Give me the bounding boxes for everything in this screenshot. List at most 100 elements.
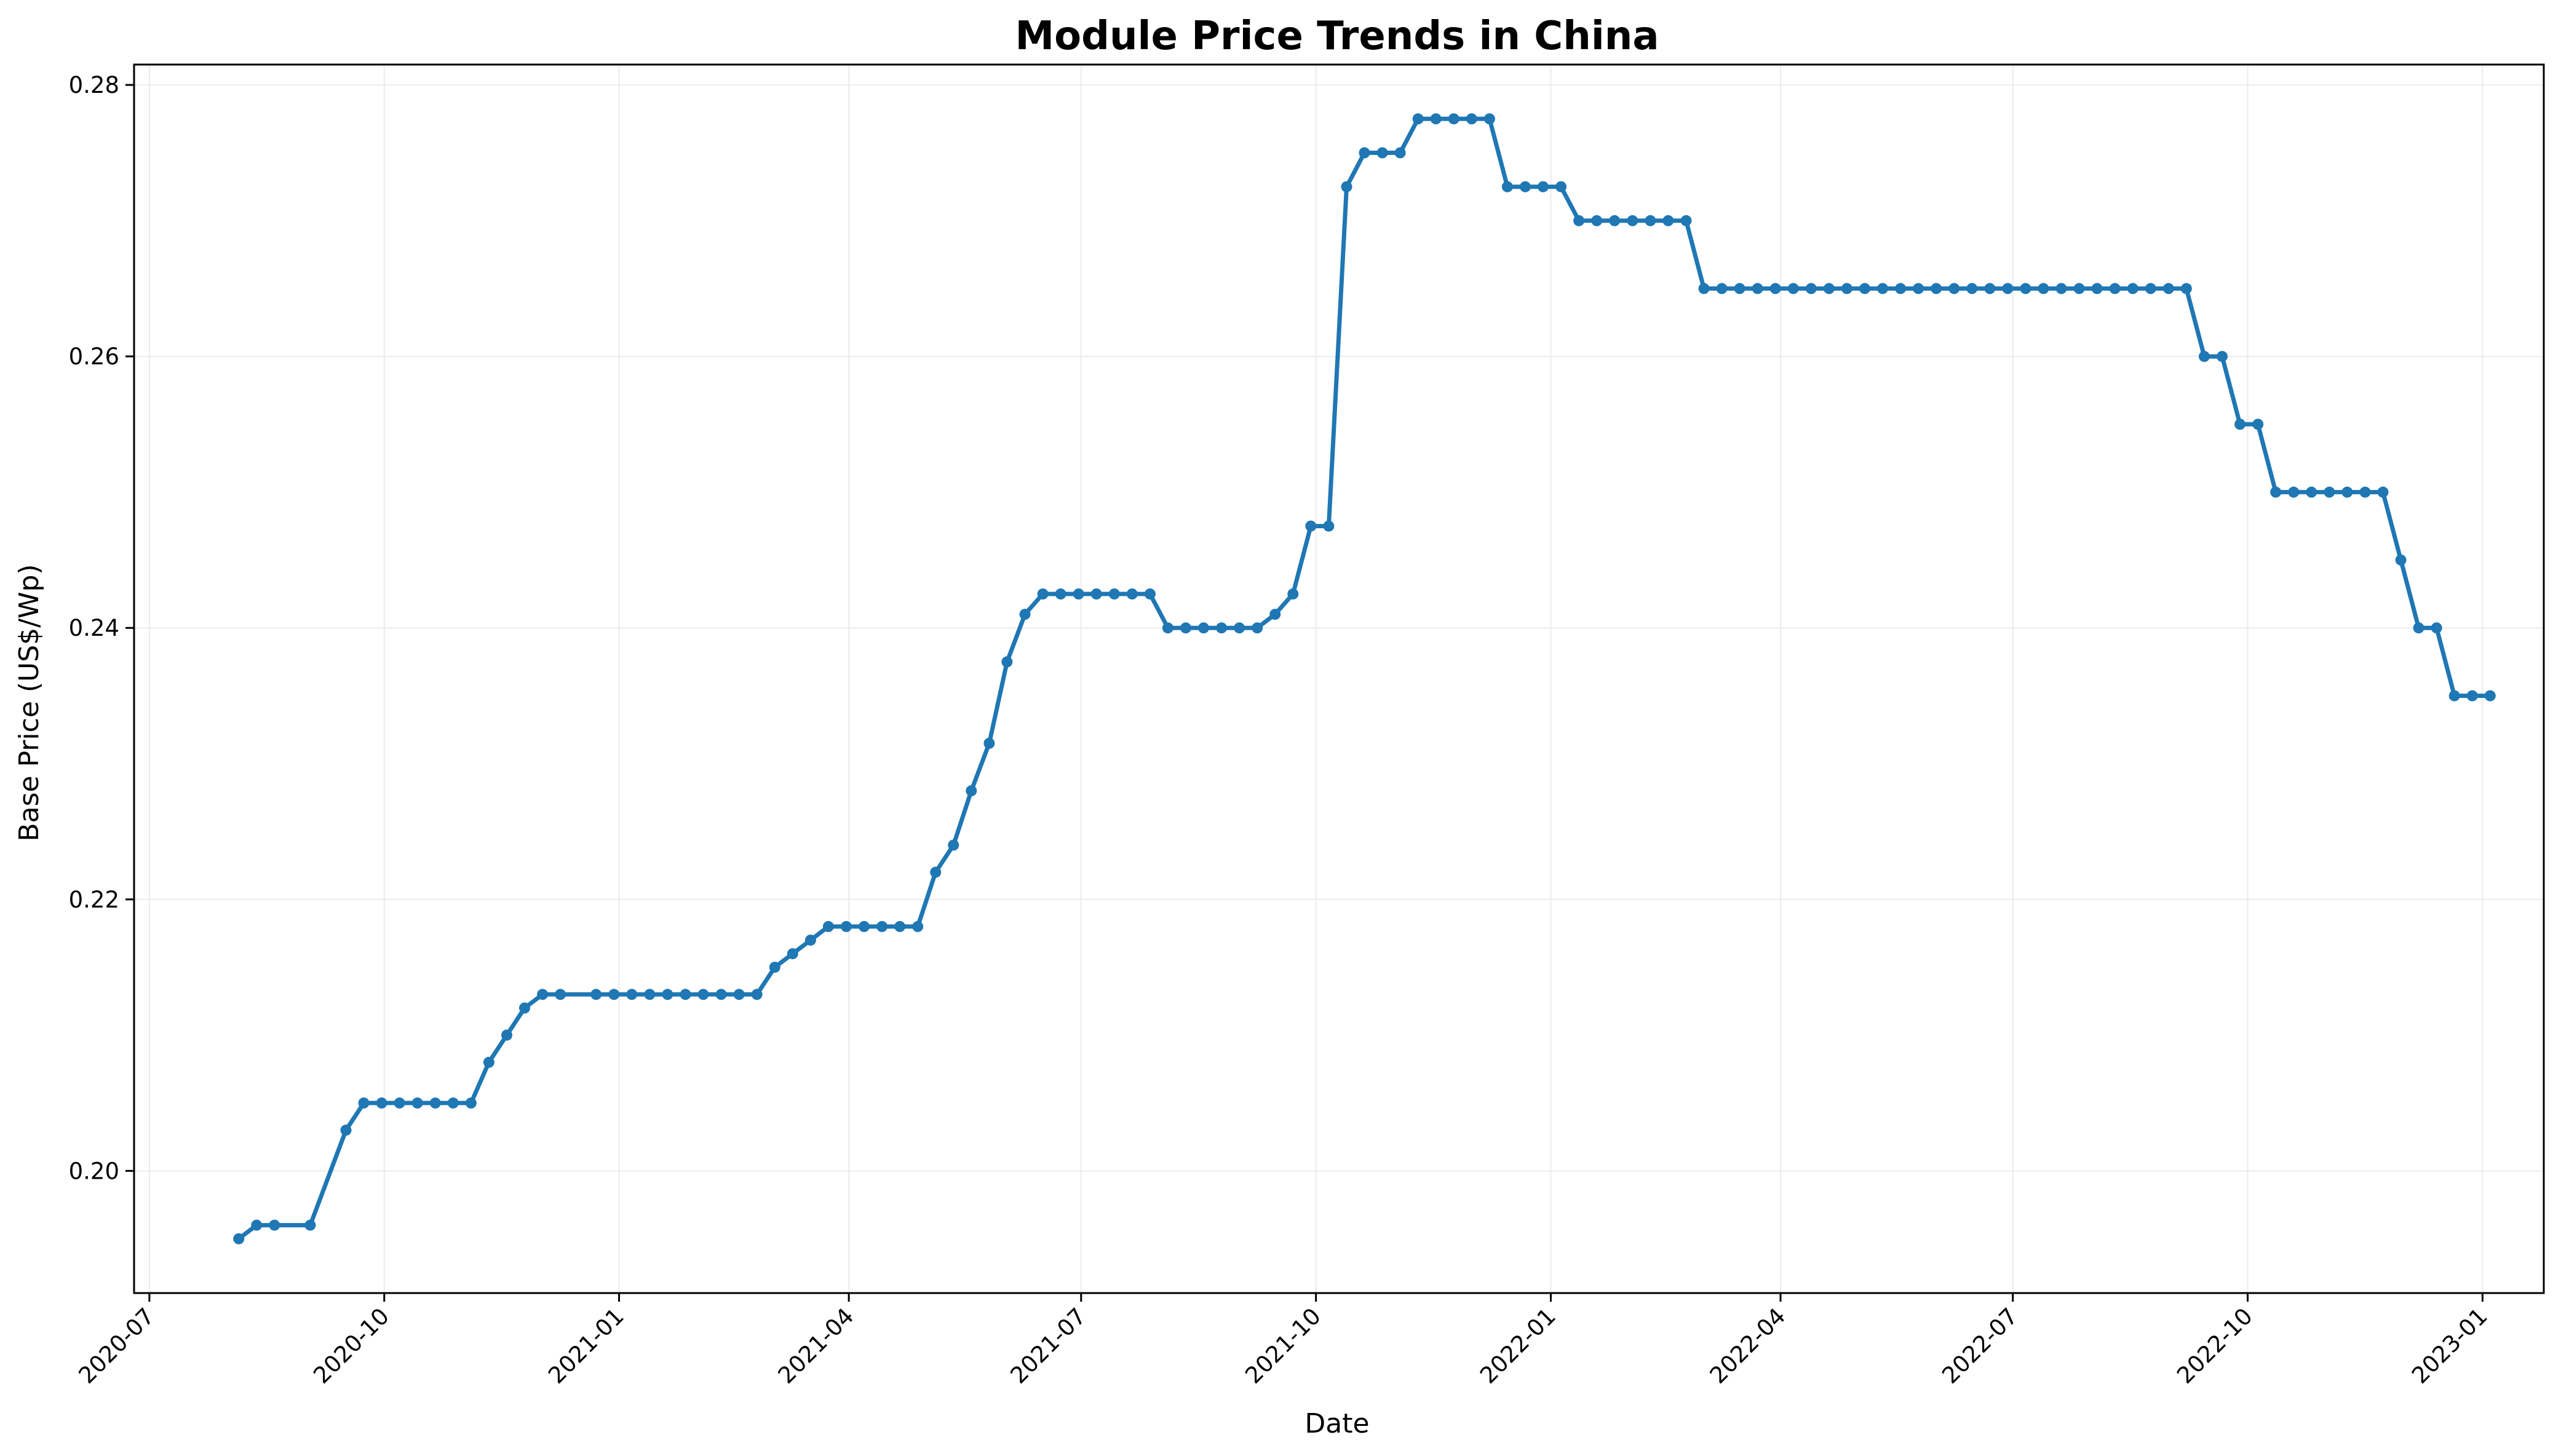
data-point (608, 989, 620, 1000)
data-point (2306, 486, 2317, 498)
data-point (1538, 181, 1549, 192)
data-point (1323, 520, 1335, 532)
y-tick-label: 0.20 (69, 1158, 119, 1184)
data-point (340, 1125, 352, 1136)
data-point (358, 1097, 370, 1109)
data-point (2217, 350, 2228, 362)
data-point (2109, 283, 2121, 295)
data-point (537, 989, 549, 1000)
data-point (2038, 283, 2049, 295)
data-point (948, 839, 959, 851)
data-point (376, 1097, 387, 1109)
data-point (2448, 690, 2460, 702)
data-point (2466, 690, 2478, 702)
data-point (733, 989, 745, 1000)
data-point (465, 1097, 477, 1109)
data-point (1662, 215, 1674, 226)
data-point (876, 920, 888, 932)
data-point (751, 989, 763, 1000)
data-point (2359, 486, 2371, 498)
data-point (1501, 181, 1513, 192)
x-axis-label: Date (1304, 1408, 1369, 1439)
data-point (1252, 622, 1263, 634)
data-point (1162, 622, 1173, 634)
data-point (590, 989, 602, 1000)
data-point (1680, 215, 1692, 226)
data-point (1090, 588, 1102, 599)
data-point (680, 989, 691, 1000)
data-point (662, 989, 673, 1000)
data-point (626, 989, 638, 1000)
data-point (859, 920, 870, 932)
data-point (2234, 419, 2246, 430)
data-point (1966, 283, 1978, 295)
data-point (1234, 622, 1245, 634)
data-point (1359, 147, 1370, 159)
data-point (251, 1219, 263, 1231)
data-point (1769, 283, 1781, 295)
data-point (2127, 283, 2138, 295)
y-axis-label: Base Price (US$/Wp) (14, 564, 45, 841)
data-point (1984, 283, 1996, 295)
series-line (236, 116, 2493, 1241)
data-point (1895, 283, 1907, 295)
data-point (1180, 622, 1191, 634)
data-point (2484, 690, 2496, 702)
data-point (1555, 181, 1567, 192)
data-point (1841, 283, 1852, 295)
data-point (822, 920, 834, 932)
data-point (1108, 588, 1120, 599)
data-point (1144, 588, 1156, 599)
data-point (930, 866, 942, 878)
plot-frame (133, 63, 2545, 1294)
data-point (1948, 283, 1960, 295)
data-point (1483, 113, 1495, 125)
data-point (769, 962, 780, 973)
data-point (804, 935, 816, 946)
data-point (1430, 113, 1442, 125)
data-point (1448, 113, 1459, 125)
data-point (447, 1097, 459, 1109)
data-point (555, 989, 566, 1000)
data-point (501, 1029, 512, 1041)
data-point (1931, 283, 1942, 295)
data-point (2324, 486, 2335, 498)
data-point (1752, 283, 1763, 295)
data-point (2002, 283, 2014, 295)
data-point (1823, 283, 1835, 295)
data-point (1126, 588, 1138, 599)
data-point (715, 989, 727, 1000)
data-point (1394, 147, 1406, 159)
data-point (2270, 486, 2282, 498)
data-point (2252, 419, 2264, 430)
data-point (1001, 656, 1013, 668)
data-point (2162, 283, 2174, 295)
data-point (2073, 283, 2085, 295)
data-point (1877, 283, 1888, 295)
data-point (1698, 283, 1710, 295)
data-point (1037, 588, 1049, 599)
data-point (966, 785, 977, 797)
data-point (2091, 283, 2103, 295)
data-point (2199, 350, 2210, 362)
data-point (1198, 622, 1209, 634)
data-point (1805, 283, 1817, 295)
data-point (269, 1219, 280, 1231)
series-layer (233, 113, 2496, 1244)
y-tick-label: 0.26 (69, 344, 119, 370)
data-point (1073, 588, 1084, 599)
data-point (894, 920, 906, 932)
data-point (1716, 283, 1728, 295)
data-point (1216, 622, 1228, 634)
data-point (1269, 609, 1281, 620)
data-point (1287, 588, 1299, 599)
data-point (1019, 609, 1031, 620)
data-point (1913, 283, 1924, 295)
data-point (1412, 113, 1424, 125)
data-point (2288, 486, 2300, 498)
data-point (1645, 215, 1656, 226)
data-point (2413, 622, 2424, 634)
data-point (787, 948, 798, 960)
data-point (983, 737, 995, 749)
